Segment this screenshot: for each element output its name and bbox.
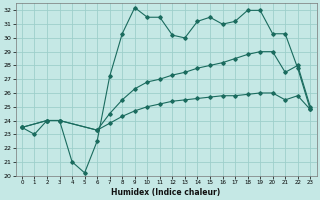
X-axis label: Humidex (Indice chaleur): Humidex (Indice chaleur) xyxy=(111,188,221,197)
